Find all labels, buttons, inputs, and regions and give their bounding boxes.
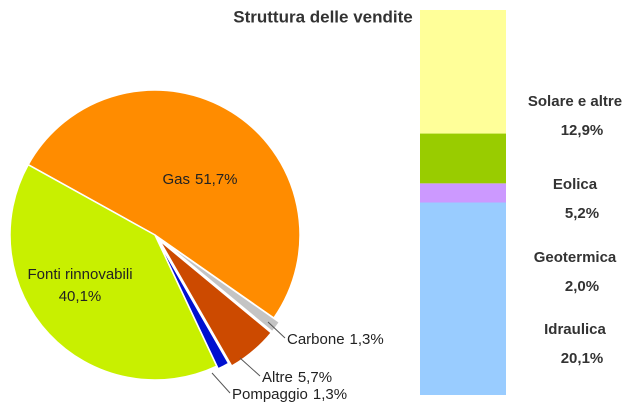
slice-value: 40,1%	[59, 288, 102, 305]
slice-label: Carbone 1,3%	[287, 331, 384, 348]
bar-segment	[420, 133, 506, 184]
segment-label: Eolica	[553, 176, 598, 193]
slice-value: 1,3%	[313, 386, 347, 403]
pie-slice	[160, 238, 281, 333]
bar-segment	[420, 202, 506, 395]
pie-slice	[155, 237, 230, 370]
segment-value: 12,9%	[561, 122, 604, 139]
slice-label: Gas 51,7%	[162, 171, 237, 188]
slice-label: Altre 5,7%	[262, 369, 332, 386]
slice-name: Pompaggio	[232, 386, 308, 403]
slice-value: 51,7%	[195, 171, 238, 188]
segment-label: Idraulica	[544, 321, 606, 338]
slice-value: 5,7%	[298, 369, 332, 386]
slice-name: Carbone	[287, 331, 345, 348]
bar-segment	[420, 183, 506, 203]
leader-line	[267, 321, 286, 339]
slice-name: Gas	[162, 171, 190, 188]
pie-slice	[27, 89, 301, 320]
slice-name: Altre	[262, 369, 293, 386]
segment-label: Geotermica	[534, 249, 617, 266]
pie-slice	[158, 239, 273, 368]
pie-slice	[9, 163, 218, 381]
slice-label: Pompaggio 1,3%	[232, 386, 347, 403]
bar-segment	[420, 10, 506, 134]
leader-line	[211, 372, 231, 394]
segment-label: Solare e altre	[528, 93, 622, 110]
chart-title: Struttura delle vendite	[233, 7, 412, 26]
segment-value: 2,0%	[565, 278, 599, 295]
slice-value: 1,3%	[350, 331, 384, 348]
segment-value: 5,2%	[565, 205, 599, 222]
leader-line	[239, 357, 261, 377]
slice-label: Fonti rinnovabili	[27, 266, 132, 283]
segment-value: 20,1%	[561, 350, 604, 367]
